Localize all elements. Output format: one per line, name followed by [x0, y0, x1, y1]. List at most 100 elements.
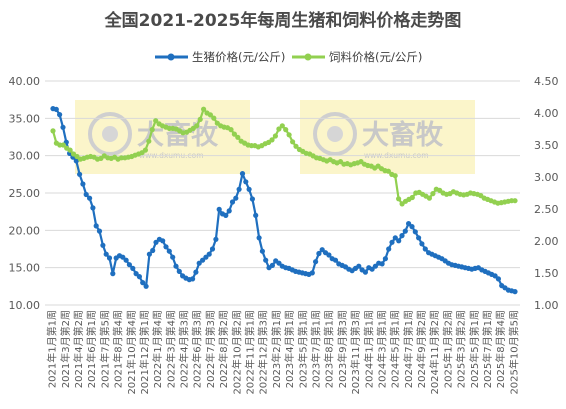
data-point: [313, 259, 319, 265]
legend-marker-pig: [167, 53, 175, 61]
data-point: [123, 257, 129, 263]
data-point: [209, 246, 216, 252]
data-point: [201, 106, 207, 112]
x-tick-label: 2024年3月第1周: [375, 310, 388, 388]
data-point: [100, 242, 106, 248]
data-point: [87, 195, 93, 201]
data-point: [326, 252, 332, 258]
data-point: [216, 206, 222, 212]
data-point: [362, 269, 368, 275]
data-point: [426, 195, 432, 201]
data-point: [207, 112, 213, 118]
x-tick-label: 2021年10月第4周: [125, 310, 138, 395]
data-point: [392, 235, 398, 241]
data-point: [269, 137, 275, 143]
y-right-tick-label: 2.50: [534, 203, 559, 216]
data-point: [60, 124, 66, 130]
y-left-tick-label: 15.00: [9, 262, 41, 275]
watermark-text: 大畜牧: [137, 119, 219, 151]
data-point: [386, 246, 392, 252]
data-point: [150, 247, 156, 254]
data-point: [356, 263, 362, 269]
data-point: [379, 261, 385, 267]
data-point: [53, 106, 59, 112]
data-point: [136, 274, 142, 280]
data-point: [106, 255, 113, 261]
x-axis: 2021年1月第1周 2021年3月第2周 2021年4月第2周 2021年6月第1周…: [46, 310, 521, 395]
data-point: [369, 266, 375, 272]
x-tick-label: 2023年7月第1周: [309, 310, 322, 388]
series-layer: [50, 106, 518, 295]
data-point: [193, 269, 199, 275]
data-point: [110, 271, 116, 277]
watermark-logo-icon: [313, 112, 357, 156]
data-point: [236, 186, 242, 192]
data-point: [142, 147, 148, 153]
x-tick-label: 2021年1月第1周: [46, 310, 59, 388]
data-point: [422, 246, 428, 252]
chart-title: 全国2021-2025年每周生猪和饲料价格走势图: [104, 10, 462, 31]
y-left-tick-label: 10.00: [9, 299, 41, 312]
x-tick-label: 2024年11月第2周: [428, 310, 441, 395]
data-point: [253, 212, 259, 218]
data-point: [495, 276, 501, 282]
x-tick-label: 2023年4月第1周: [283, 310, 296, 388]
data-point: [316, 250, 322, 257]
x-tick-label: 2023年5月第1周: [296, 310, 309, 388]
data-point: [163, 244, 169, 250]
x-tick-label: 2024年5月第1周: [389, 310, 402, 388]
data-point: [120, 254, 126, 260]
y-right-tick-label: 1.00: [534, 299, 559, 312]
data-point: [276, 126, 282, 132]
data-point: [203, 254, 209, 260]
x-tick-label: 2022年6月第3周: [191, 310, 204, 388]
series-feed-price: [50, 106, 518, 207]
data-point: [409, 194, 415, 201]
data-point: [149, 127, 155, 133]
data-point: [319, 247, 325, 253]
data-point: [140, 280, 146, 286]
y-left-tick-label: 20.00: [9, 224, 41, 237]
x-tick-label: 2024年9月第2周: [415, 310, 428, 388]
legend-label-pig: 生猪价格(元/公斤): [192, 50, 285, 64]
data-point: [256, 235, 262, 241]
x-tick-label: 2022年12月第3周: [257, 310, 270, 395]
data-point: [211, 115, 217, 121]
data-point: [406, 221, 412, 227]
data-point: [272, 133, 278, 139]
data-point: [170, 254, 176, 260]
y-right-tick-label: 3.00: [534, 171, 559, 184]
data-point: [153, 118, 159, 124]
x-tick-label: 2021年8月第4周: [112, 310, 125, 388]
data-point: [512, 198, 518, 204]
data-point: [146, 138, 152, 144]
data-point: [409, 224, 415, 230]
x-tick-label: 2021年4月第2周: [72, 310, 85, 388]
y-left-tick-label: 35.00: [9, 112, 41, 125]
x-tick-label: 2023年9月第3周: [336, 310, 349, 388]
x-tick-label: 2022年4月第3周: [178, 310, 191, 388]
data-point: [279, 123, 285, 129]
y-right-tick-label: 3.50: [534, 139, 559, 152]
x-tick-label: 2023年11月第3周: [349, 310, 362, 395]
y-right-tick-label: 4.00: [534, 107, 559, 120]
data-point: [512, 289, 518, 295]
data-point: [176, 268, 182, 274]
data-point: [166, 248, 172, 254]
y-right-axis: 1.00 1.50 2.00 2.50 3.00 3.50 4.00 4.50: [534, 75, 559, 312]
data-point: [492, 273, 498, 279]
x-tick-label: 2025年8月第4周: [494, 310, 507, 388]
data-point: [90, 205, 96, 211]
data-point: [153, 239, 159, 245]
watermark-text: 大畜牧: [362, 119, 444, 151]
data-point: [83, 191, 89, 198]
legend: 生猪价格(元/公斤) 饲料价格(元/公斤): [155, 50, 422, 64]
data-point: [228, 127, 234, 133]
y-right-tick-label: 4.50: [534, 75, 559, 88]
data-point: [73, 158, 79, 164]
watermark-logo-icon: [88, 112, 132, 156]
data-point: [196, 260, 202, 266]
